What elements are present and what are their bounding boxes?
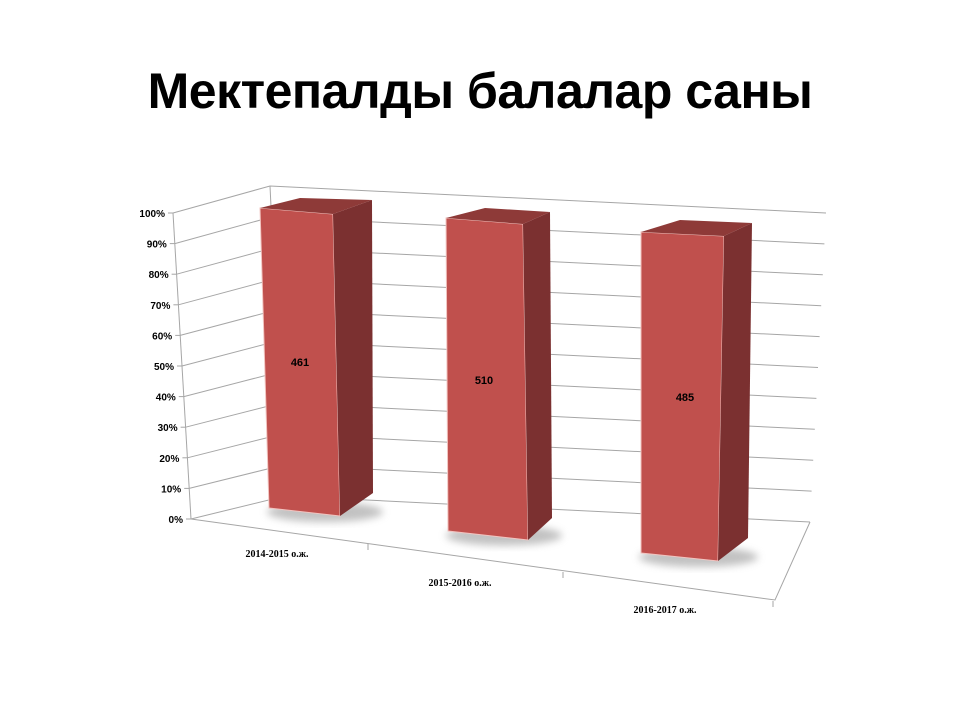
bar-side [333,200,373,516]
data-label: 485 [676,392,694,404]
y-axis-line [172,212,192,520]
x-tick-label: 2016-2017 о.ж. [633,605,697,616]
y-axis-ticks: 0% 10% 20% 30% 40% 50% 60% 70% 80% 90% 100% [139,209,183,526]
y-tick-label: 90% [147,240,167,251]
y-tick-label: 10% [161,484,181,495]
y-tick-label: 70% [150,301,170,312]
y-tick-label: 80% [149,270,169,281]
bar-top [641,220,752,236]
x-axis-labels: 2014-2015 о.ж. 2015-2016 о.ж. 2016-2017 о.… [245,549,697,616]
data-label: 461 [291,357,309,369]
x-tick-label: 2014-2015 о.ж. [245,549,309,560]
bar-top [260,198,372,214]
y-tick-label: 0% [169,515,184,526]
bar-top [446,208,550,224]
x-tick-label: 2015-2016 о.ж. [428,578,492,589]
y-tick-label: 30% [158,423,178,434]
floor-edge [190,518,811,601]
y-tick-label: 100% [139,209,165,220]
bar-side [523,212,552,540]
y-tick-label: 20% [159,454,179,465]
bars: 461 510 485 [259,198,758,567]
bar-side [718,223,752,561]
data-label: 510 [475,375,493,387]
y-tick-label: 50% [154,362,174,373]
y-tick-label: 40% [156,393,176,404]
chart-title: Мектепалды балалар саны [147,63,813,119]
y-tick-label: 60% [152,331,172,342]
